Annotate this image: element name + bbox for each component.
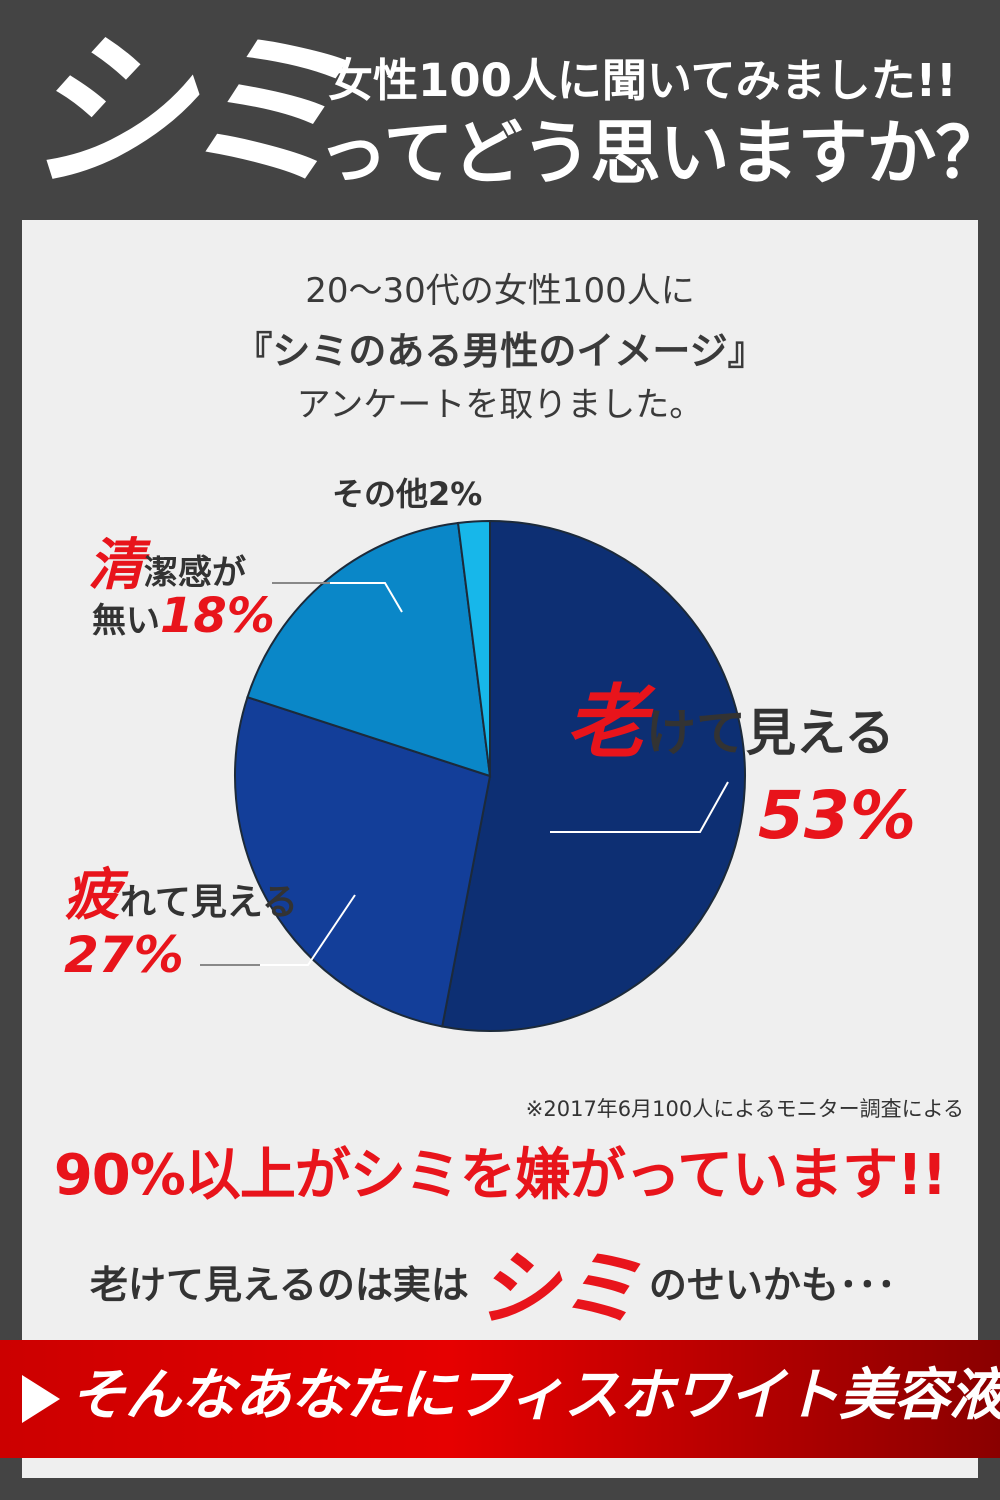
survey-line-1: 20～30代の女性100人に xyxy=(305,271,695,311)
slice-label-tired: 疲れて見える xyxy=(64,868,298,924)
pie-slice-tired xyxy=(234,695,492,1028)
slice-label-unclean-line2: 無い xyxy=(92,601,160,641)
header-line-1: 女性100人に聞いてみました!! xyxy=(328,54,957,107)
slice-value-aging: 53% xyxy=(758,777,916,854)
slice-label-aging: 老けて見える xyxy=(566,683,895,763)
pie-slice-unclean xyxy=(246,521,492,778)
slice-label-aging-first: 老 xyxy=(566,676,646,769)
slice-label-unclean: 清潔感が xyxy=(88,538,246,594)
leader-line-aging xyxy=(550,781,729,833)
survey-line-2: 『シミのある男性のイメージ』 xyxy=(234,329,766,373)
slice-label-tired-rest: れて見える xyxy=(120,882,298,923)
slice-value-unclean: 18% xyxy=(160,588,275,644)
slice-label-unclean-first: 清 xyxy=(88,533,144,598)
survey-note: ※2017年6月100人によるモニター調査による xyxy=(525,1097,964,1121)
cta-banner-text[interactable]: そんなあなたにフィスホワイト美容液! xyxy=(70,1363,1000,1428)
header-line-2: ってどう思いますか？ xyxy=(318,112,1000,194)
survey-line-3: アンケートを取りました。 xyxy=(296,385,704,425)
slice-label-unclean-rest: 潔感が xyxy=(144,553,246,593)
cta-banner[interactable]: そんなあなたにフィスホワイト美容液! xyxy=(0,1340,1000,1458)
subline-big: シミ xyxy=(476,1242,641,1337)
subline-after: のせいかも･･･ xyxy=(648,1263,896,1307)
subline-before: 老けて見えるのは実は xyxy=(90,1263,469,1307)
pie-slice-aging xyxy=(441,519,747,1032)
play-arrow-icon xyxy=(22,1375,60,1423)
slice-label-tired-first: 疲 xyxy=(64,863,120,928)
header-big-text: シミ xyxy=(22,14,348,212)
slice-label-unclean-line2-wrap: 無い18% xyxy=(92,592,275,640)
headline: 90%以上がシミを嫌がっています!! xyxy=(53,1143,947,1208)
subline: 老けて見えるのは実はシミ のせいかも･･･ xyxy=(90,1222,896,1341)
slice-label-other: その他2% xyxy=(332,475,483,513)
pie-slice-other xyxy=(456,519,491,777)
slice-label-aging-rest: けて見える xyxy=(646,704,895,762)
slice-value-tired: 27% xyxy=(64,926,184,984)
